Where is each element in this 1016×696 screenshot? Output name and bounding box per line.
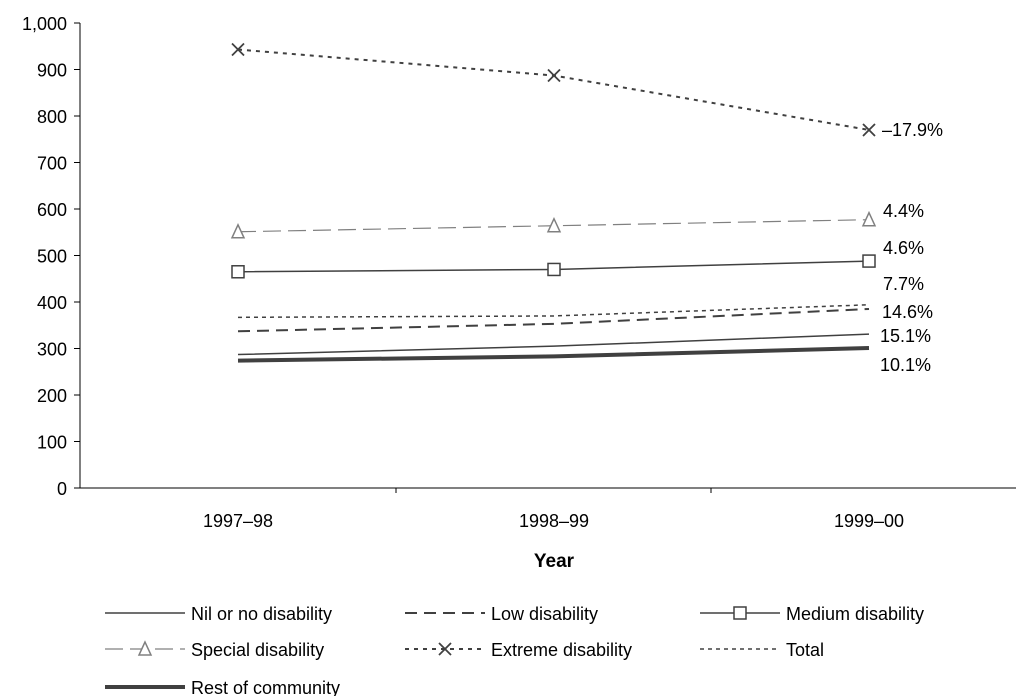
legend-label: Total <box>786 640 824 660</box>
data-point-medium-disability <box>863 255 875 267</box>
legend-label: Rest of community <box>191 678 340 696</box>
legend-marker <box>734 607 746 619</box>
legend-item-special-disability: Special disability <box>105 640 324 660</box>
x-tick-label: 1999–00 <box>834 511 904 531</box>
y-tick-label: 700 <box>37 154 67 174</box>
y-tick-label: 900 <box>37 61 67 81</box>
series-line-total <box>238 305 869 318</box>
y-tick-label: 400 <box>37 293 67 313</box>
end-label: –17.9% <box>882 120 943 140</box>
legend-item-rest-of-community: Rest of community <box>105 678 340 696</box>
end-label: 10.1% <box>880 355 931 375</box>
end-label: 14.6% <box>882 302 933 322</box>
legend-label: Nil or no disability <box>191 604 332 624</box>
legend-marker <box>439 643 451 655</box>
series-layer <box>232 44 875 361</box>
y-tick-label: 100 <box>37 433 67 453</box>
y-tick-label: 800 <box>37 107 67 127</box>
y-axis: 0 100 200 300 400 500 600 700 800 900 1,000 <box>22 14 80 499</box>
y-tick-label: 1,000 <box>22 14 67 34</box>
legend-label: Low disability <box>491 604 598 624</box>
data-point-extreme-disability <box>232 44 244 56</box>
end-label: 15.1% <box>880 326 931 346</box>
series-line-low-disability <box>238 309 869 331</box>
data-point-extreme-disability <box>548 70 560 82</box>
x-axis: 1997–98 1998–99 1999–00 <box>80 488 1016 531</box>
legend-label: Special disability <box>191 640 324 660</box>
legend-item-extreme-disability: Extreme disability <box>405 640 632 660</box>
end-label: 7.7% <box>883 274 924 294</box>
series-line-rest-of-community <box>238 348 869 361</box>
x-tick-label: 1998–99 <box>519 511 589 531</box>
y-tick-label: 600 <box>37 200 67 220</box>
legend-label: Medium disability <box>786 604 924 624</box>
legend-label: Extreme disability <box>491 640 632 660</box>
y-tick-label: 300 <box>37 340 67 360</box>
end-labels: 15.1% 14.6% 4.6% 4.4% –17.9% 7.7% 10.1% <box>880 120 943 375</box>
y-tick-label: 200 <box>37 386 67 406</box>
y-tick-label: 500 <box>37 247 67 267</box>
series-line-extreme-disability <box>238 50 869 130</box>
x-tick-label: 1997–98 <box>203 511 273 531</box>
legend-item-low-disability: Low disability <box>405 604 598 624</box>
y-tick-label: 0 <box>57 479 67 499</box>
end-label: 4.4% <box>883 201 924 221</box>
data-point-medium-disability <box>548 263 560 275</box>
legend-item-medium-disability: Medium disability <box>700 604 924 624</box>
legend-item-nil-or-no-disability: Nil or no disability <box>105 604 332 624</box>
end-label: 4.6% <box>883 238 924 258</box>
legend: Nil or no disability Low disability Medium… <box>105 604 924 696</box>
x-axis-title: Year <box>534 551 575 572</box>
legend-item-total: Total <box>700 640 824 660</box>
data-point-medium-disability <box>232 266 244 278</box>
